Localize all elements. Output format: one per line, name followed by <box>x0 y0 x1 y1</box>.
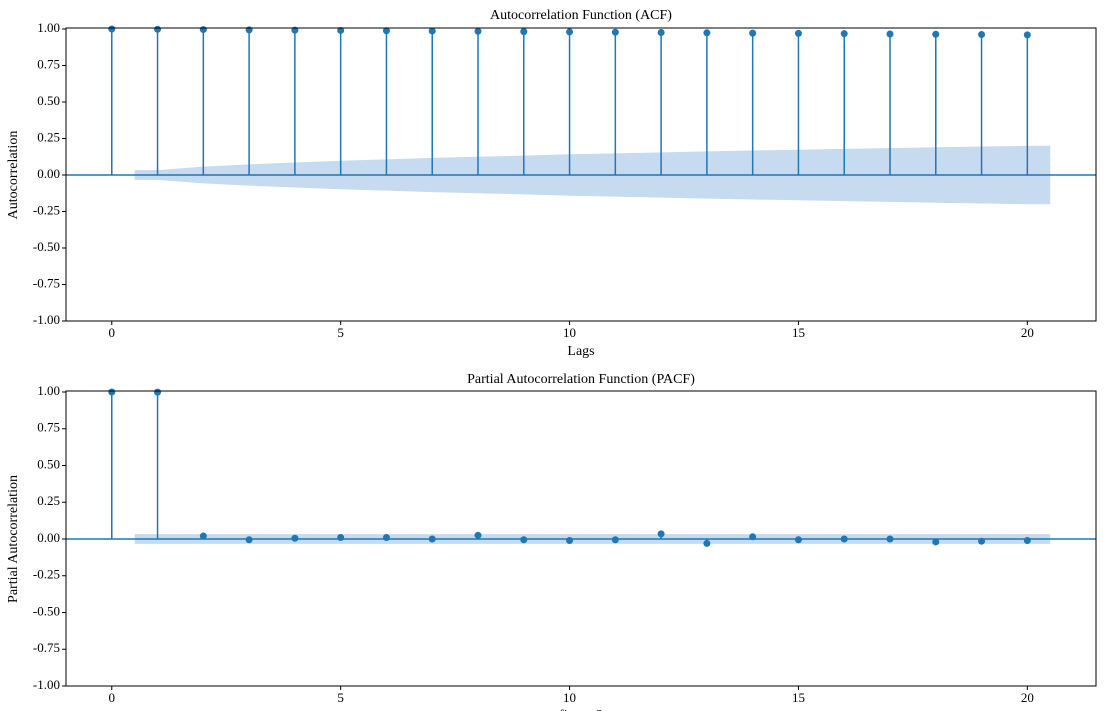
y-tick-label: -1.00 <box>33 312 60 327</box>
chart-title: Partial Autocorrelation Function (PACF) <box>467 372 695 387</box>
marker <box>382 534 390 542</box>
x-tick-label: 0 <box>109 325 116 340</box>
x-tick-label: 20 <box>1021 325 1034 340</box>
y-tick-label: -0.50 <box>33 603 60 618</box>
x-axis-label: figure 2 <box>559 708 603 711</box>
marker <box>382 27 390 35</box>
marker <box>474 27 482 35</box>
chart-title: Autocorrelation Function (ACF) <box>490 8 672 23</box>
x-tick-label: 15 <box>792 325 805 340</box>
x-axis-label: Lags <box>567 344 594 359</box>
marker <box>703 539 711 547</box>
marker <box>611 28 619 36</box>
y-tick-label: 1.00 <box>37 383 60 398</box>
marker <box>932 30 940 38</box>
x-tick-label: 10 <box>563 325 576 340</box>
marker <box>749 533 757 541</box>
marker <box>657 29 665 37</box>
x-tick-label: 15 <box>792 690 805 705</box>
y-tick-label: -0.75 <box>33 275 60 290</box>
y-tick-label: 0.00 <box>37 166 60 181</box>
y-axis-label: Autocorrelation <box>6 131 21 220</box>
y-tick-label: 0.25 <box>37 493 60 508</box>
y-tick-label: 0.75 <box>37 56 60 71</box>
marker <box>978 537 986 545</box>
marker <box>291 534 299 542</box>
marker <box>520 28 528 36</box>
marker <box>886 30 894 38</box>
marker <box>154 25 162 33</box>
marker <box>1023 31 1031 39</box>
x-tick-label: 20 <box>1021 690 1034 705</box>
y-tick-label: -0.25 <box>33 202 60 217</box>
y-axis-label: Partial Autocorrelation <box>6 475 21 603</box>
marker <box>520 536 528 544</box>
marker <box>703 29 711 37</box>
marker <box>337 26 345 34</box>
y-tick-label: -0.75 <box>33 640 60 655</box>
marker <box>428 535 436 543</box>
y-tick-label: 0.50 <box>37 456 60 471</box>
marker <box>657 530 665 538</box>
marker <box>566 28 574 36</box>
marker <box>428 27 436 35</box>
x-tick-label: 5 <box>337 690 344 705</box>
marker <box>1023 536 1031 544</box>
marker <box>611 536 619 544</box>
marker <box>474 531 482 539</box>
y-tick-label: -0.25 <box>33 567 60 582</box>
marker <box>154 388 162 396</box>
marker <box>245 26 253 34</box>
y-tick-label: 0.75 <box>37 420 60 435</box>
y-tick-label: 0.00 <box>37 530 60 545</box>
marker <box>978 31 986 39</box>
marker <box>886 535 894 543</box>
x-tick-label: 0 <box>109 690 116 705</box>
y-tick-label: 0.25 <box>37 129 60 144</box>
y-tick-label: 0.50 <box>37 93 60 108</box>
y-tick-label: -1.00 <box>33 677 60 692</box>
marker <box>840 30 848 38</box>
y-tick-label: -0.50 <box>33 239 60 254</box>
marker <box>932 538 940 546</box>
marker <box>199 532 207 540</box>
x-tick-label: 5 <box>337 325 344 340</box>
marker <box>199 26 207 34</box>
marker <box>337 534 345 542</box>
marker <box>566 536 574 544</box>
marker <box>794 29 802 37</box>
marker <box>749 29 757 37</box>
marker <box>108 25 116 33</box>
marker <box>840 535 848 543</box>
marker <box>108 388 116 396</box>
x-tick-label: 10 <box>563 690 576 705</box>
marker <box>245 536 253 544</box>
y-tick-label: 1.00 <box>37 20 60 35</box>
marker <box>794 536 802 544</box>
